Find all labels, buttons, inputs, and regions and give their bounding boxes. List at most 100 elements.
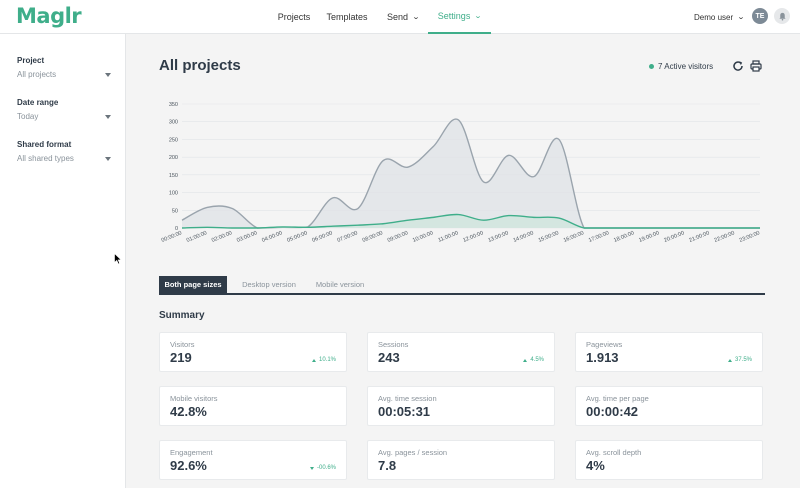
user-name: Demo user (694, 12, 734, 22)
x-tick-label: 00:00:00 (161, 230, 183, 244)
trend-up-icon (311, 358, 316, 362)
stat-value: 1.913 (586, 350, 619, 365)
nav-projects[interactable]: Projects (272, 0, 316, 34)
nav-projects-label: Projects (277, 12, 311, 22)
logo[interactable]: Maglr (16, 4, 82, 28)
date-range-select[interactable]: Today (17, 112, 111, 121)
stat-value: 7.8 (378, 458, 397, 473)
y-tick-label: 150 (169, 173, 178, 179)
stat-card-avg-scroll-depth: Avg. scroll depth 4% (575, 440, 763, 480)
chevron-down-icon: ⌄ (411, 14, 421, 21)
x-tick-label: 05:00:00 (286, 230, 308, 244)
nav-templates[interactable]: Templates (322, 0, 372, 34)
nav-send-label: Send (387, 12, 409, 22)
y-tick-label: 250 (169, 137, 178, 143)
tab-mobile-version[interactable]: Mobile version (315, 280, 365, 289)
active-visitors-label: 7 Active visitors (658, 62, 714, 71)
stat-delta: -00.6% (309, 465, 336, 471)
caret-down-icon (105, 114, 111, 119)
user-menu[interactable]: Demo user ⌄ (694, 0, 746, 34)
shared-format-select[interactable]: All shared types (17, 154, 111, 163)
x-tick-label: 23:00:00 (739, 230, 761, 244)
y-tick-label: 100 (169, 191, 178, 197)
stat-value: 219 (170, 350, 192, 365)
filter-project: Project All projects (17, 56, 111, 79)
x-tick-label: 11:00:00 (437, 230, 459, 243)
date-range-select-value: Today (17, 112, 39, 121)
x-tick-label: 17:00:00 (588, 230, 610, 244)
x-tick-label: 20:00:00 (663, 230, 685, 244)
stat-label: Sessions (378, 340, 409, 349)
chevron-down-icon: ⌄ (736, 14, 746, 21)
stat-label: Avg. scroll depth (586, 448, 642, 457)
stat-card-pageviews: Pageviews 1.913 37.5% (575, 332, 763, 372)
stat-card-visitors: Visitors 219 10.1% (159, 332, 347, 372)
stat-value: 00:05:31 (378, 404, 431, 419)
stat-value: 243 (378, 350, 400, 365)
filter-date-range: Date range Today (17, 98, 111, 121)
summary-title: Summary (159, 310, 205, 321)
stat-card-avg-time-per-page: Avg. time per page 00:00:42 (575, 386, 763, 426)
refresh-icon (733, 61, 743, 71)
nav-settings[interactable]: Settings ⌄ (428, 0, 491, 34)
filter-label: Project (17, 56, 45, 65)
device-tabs: Both page sizes Desktop version Mobile v… (159, 276, 765, 295)
visits-chart: 0 50 100 150 200 250 300 350 00:00:00 01:00:00 02:… (161, 102, 761, 244)
stat-card-avg-time-session: Avg. time session 00:05:31 (367, 386, 555, 426)
stat-delta-value: 37.5% (734, 357, 752, 363)
x-tick-label: 08:00:00 (362, 230, 384, 244)
stat-card-engagement: Engagement 92.6% -00.6% (159, 440, 347, 480)
active-visitors: 7 Active visitors (649, 62, 713, 71)
x-tick-label: 09:00:00 (387, 230, 409, 244)
tab-both-page-sizes[interactable]: Both page sizes (159, 276, 227, 293)
page-title: All projects (159, 57, 241, 74)
caret-down-icon (105, 72, 111, 77)
notifications-button[interactable] (774, 8, 790, 24)
y-tick-label: 350 (169, 102, 178, 108)
trend-down-icon (309, 466, 314, 470)
x-tick-label: 01:00:00 (186, 230, 208, 244)
stat-value: 42.8% (170, 404, 207, 419)
series-area (182, 119, 760, 228)
stat-delta-value: 4.5% (530, 357, 544, 363)
x-tick-label: 03:00:00 (236, 230, 258, 244)
stat-delta: 10.1% (311, 357, 336, 363)
top-bar: Maglr Projects Templates Send ⌄ Settings… (0, 0, 800, 34)
tab-desktop-version[interactable]: Desktop version (242, 280, 296, 289)
x-tick-label: 04:00:00 (261, 230, 283, 244)
caret-down-icon (105, 156, 111, 161)
bell-icon (778, 12, 786, 21)
series-line (181, 213, 760, 229)
trend-up-icon (523, 358, 528, 362)
x-tick-label: 06:00:00 (311, 230, 333, 244)
sidebar: Project All projects Date range Today Sh… (0, 34, 126, 488)
stat-delta-value: -00.6% (316, 465, 336, 471)
stat-label: Avg. time session (378, 394, 437, 403)
nav-settings-label: Settings (437, 11, 471, 21)
y-tick-label: 0 (175, 226, 178, 232)
stat-label: Engagement (170, 448, 213, 457)
x-tick-label: 10:00:00 (412, 230, 434, 244)
mouse-cursor-icon (114, 253, 122, 265)
x-tick-label: 14:00:00 (512, 230, 534, 244)
y-tick-label: 300 (169, 120, 178, 126)
stat-card-sessions: Sessions 243 4.5% (367, 332, 555, 372)
x-tick-label: 12:00:00 (462, 230, 484, 244)
refresh-button[interactable] (731, 59, 745, 73)
print-button[interactable] (749, 59, 763, 73)
stat-label: Visitors (170, 340, 195, 349)
chevron-down-icon: ⌄ (474, 13, 483, 20)
series-area (182, 214, 760, 228)
stat-label: Pageviews (586, 340, 623, 349)
shared-format-select-value: All shared types (17, 154, 74, 163)
filter-shared-format: Shared format All shared types (17, 140, 111, 163)
x-tick-label: 16:00:00 (563, 230, 585, 244)
y-tick-label: 50 (172, 208, 178, 214)
nav-send[interactable]: Send ⌄ (382, 0, 424, 34)
project-select[interactable]: All projects (17, 70, 111, 79)
status-dot-icon (649, 64, 654, 69)
stat-card-mobile-visitors: Mobile visitors 42.8% (159, 386, 347, 426)
stat-label: Avg. pages / session (378, 448, 448, 457)
stat-card-avg-pages-session: Avg. pages / session 7.8 (367, 440, 555, 480)
avatar[interactable]: TE (752, 8, 768, 24)
